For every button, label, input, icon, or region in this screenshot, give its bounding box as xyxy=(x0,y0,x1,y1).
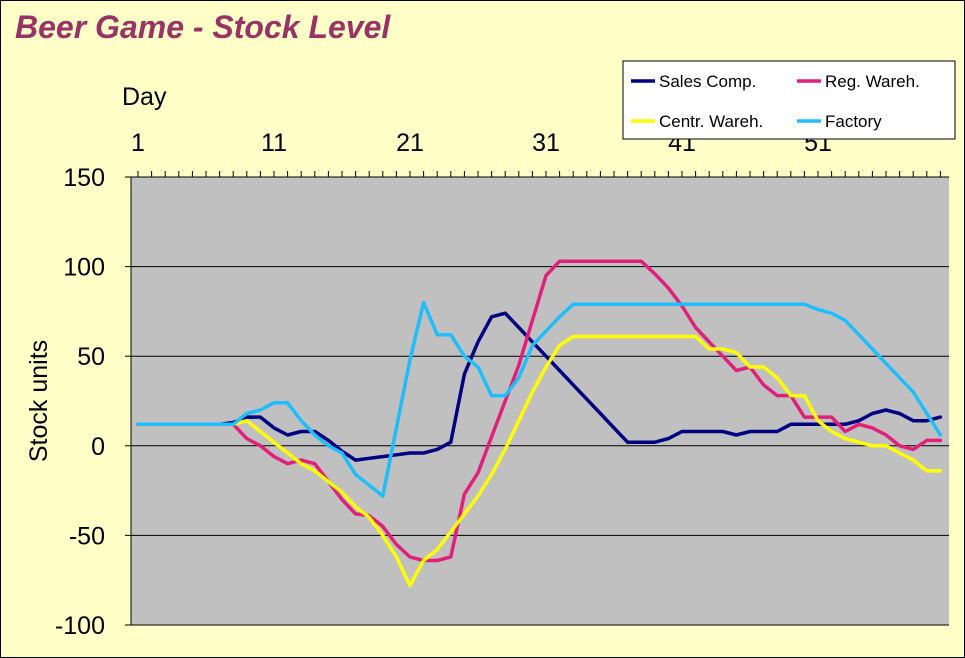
series-line-factory xyxy=(136,300,943,498)
legend-label: Sales Comp. xyxy=(659,72,756,91)
series-line-sales-comp xyxy=(136,311,943,462)
x-tick-label: 1 xyxy=(131,129,145,157)
x-tick-label: 31 xyxy=(532,129,560,157)
plot-area xyxy=(131,177,949,625)
series-line-centr-wareh xyxy=(136,334,943,588)
x-tick-label: 21 xyxy=(396,129,424,157)
y-tick-label: 150 xyxy=(63,164,105,192)
series-lines xyxy=(136,259,943,588)
y-tick-label: 100 xyxy=(63,254,105,282)
series-line-reg-wareh xyxy=(136,259,943,563)
legend-label: Factory xyxy=(825,112,882,131)
legend-label: Reg. Wareh. xyxy=(825,72,920,91)
y-tick-label: 0 xyxy=(91,433,105,461)
x-tick-label: 11 xyxy=(261,129,287,157)
x-axis-title: Day xyxy=(122,83,167,111)
y-axis-title: Stock units xyxy=(25,340,53,462)
chart-title: Beer Game - Stock Level xyxy=(15,9,391,45)
legend-box xyxy=(622,60,956,140)
axes xyxy=(125,171,949,626)
legend-label: Centr. Wareh. xyxy=(659,112,763,131)
legend: Sales Comp. Reg. Wareh. Centr. Wareh. Facto… xyxy=(622,60,956,140)
y-tick-label: -50 xyxy=(69,522,105,550)
y-tick-label: -100 xyxy=(55,612,105,640)
y-tick-label: 50 xyxy=(77,343,105,371)
